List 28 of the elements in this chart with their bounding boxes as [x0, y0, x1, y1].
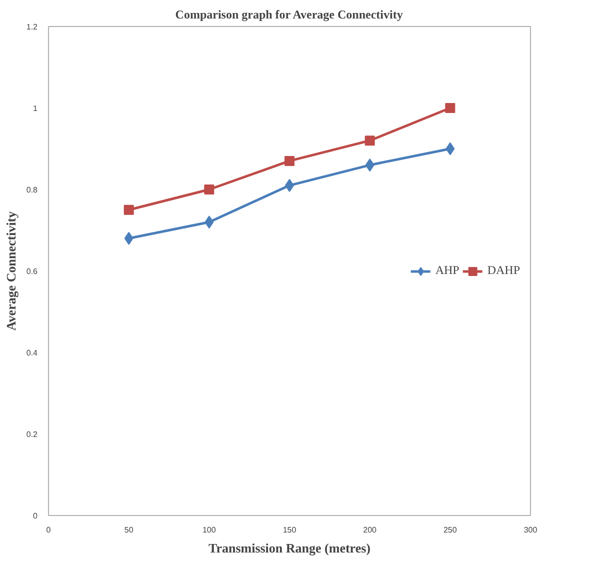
x-tick-label: 200 [363, 526, 378, 534]
point [204, 216, 214, 229]
y-tick-label: 0.6 [26, 267, 38, 276]
y-tick-label: 1.2 [26, 22, 38, 32]
point [204, 184, 214, 194]
y-axis-title: Average Connectivity [3, 210, 18, 331]
point [364, 136, 375, 146]
x-tick-label: 100 [202, 526, 216, 534]
point [365, 158, 374, 172]
chart-title: Comparison graph for Average Connectivity [175, 8, 403, 22]
y-tick-label: 0.4 [26, 348, 38, 358]
point [124, 204, 134, 215]
legend-label: AHP [435, 263, 460, 278]
y-tick-label: 1 [33, 104, 38, 113]
x-tick-label: 150 [282, 526, 297, 534]
point [124, 232, 134, 245]
point [445, 103, 456, 113]
point [284, 156, 294, 166]
y-tick-label: 0.2 [26, 430, 38, 439]
x-tick-label: 300 [524, 526, 538, 534]
point [446, 142, 455, 156]
x-tick-label: 50 [124, 526, 134, 534]
x-tick-label: 0 [46, 526, 52, 534]
y-tick-label: 0.8 [26, 186, 38, 194]
legend-label: DAHP [487, 263, 520, 278]
x-axis-title: Transmission Range (metres) [208, 540, 371, 556]
y-tick-label: 0 [33, 512, 38, 520]
x-tick-label: 250 [443, 526, 458, 534]
